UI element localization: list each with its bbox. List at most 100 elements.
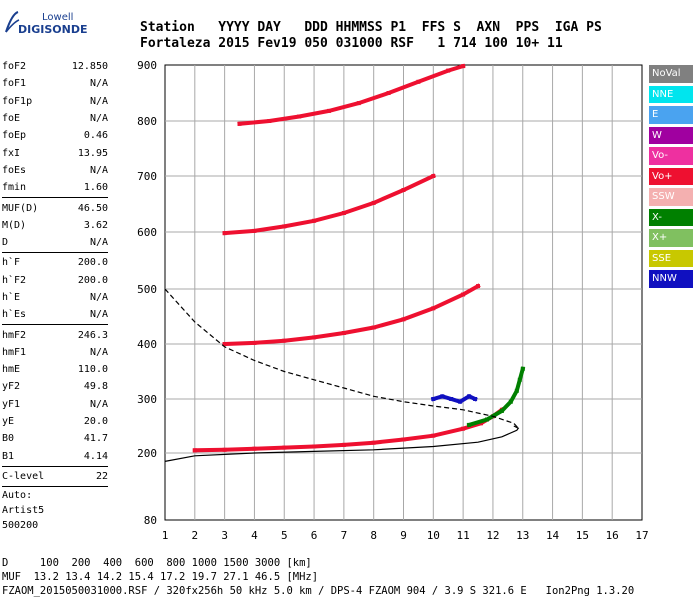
param-name: yF1 [2, 398, 21, 410]
param-row: h`F2 200.0 [2, 272, 108, 289]
footer: D 100 200 400 600 800 1000 1500 3000 [km… [2, 556, 634, 598]
param-value: N/A [89, 237, 108, 249]
auto-line3: 500200 [2, 520, 39, 532]
echo-trace [430, 394, 478, 404]
y-tick-label: 900 [137, 59, 157, 72]
param-row: MUF(D) 46.50 [2, 199, 108, 216]
param-name: yF2 [2, 381, 21, 393]
echo-point [252, 228, 257, 233]
echo-point [473, 397, 478, 401]
param-value: 0.46 [83, 130, 108, 142]
param-row: B1 4.14 [2, 448, 108, 465]
echo-trace [192, 407, 505, 453]
param-name: h`F2 [2, 274, 27, 286]
param-value: N/A [89, 346, 108, 358]
param-name: D [2, 237, 9, 249]
param-value: N/A [89, 292, 108, 303]
param-row: foEp 0.46 [2, 127, 108, 144]
param-value: 12.850 [71, 61, 108, 73]
echo-point [431, 397, 436, 401]
parameter-list: foF2 12.850 foF1 N/A foF1p N/A foE N/A foEp 0.46 f… [2, 58, 108, 533]
echo-point [431, 433, 436, 438]
legend-item: SSW [649, 188, 693, 206]
echo-trace [237, 63, 466, 126]
param-name: hmF1 [2, 346, 27, 358]
echo-point [312, 218, 317, 223]
footer-distance: D 100 200 400 600 800 1000 1500 3000 [km… [2, 557, 312, 569]
param-value: N/A [89, 164, 108, 176]
x-tick-label: 15 [576, 529, 589, 542]
x-tick-label: 1 [162, 529, 169, 542]
echo-trace [466, 366, 526, 428]
logo-line2: DIGISONDE [18, 23, 88, 36]
param-row: fmin 1.60 [2, 179, 108, 196]
echo-point [371, 440, 376, 445]
param-row: hmE 110.0 [2, 361, 108, 378]
param-value: 200.0 [77, 274, 108, 286]
echo-point [467, 394, 472, 399]
param-row: fxI 13.95 [2, 144, 108, 161]
separator [2, 324, 108, 326]
legend-item: NoVal [649, 65, 693, 83]
echo-point [252, 446, 257, 451]
echo-point [401, 317, 406, 322]
param-row: yF1 N/A [2, 396, 108, 413]
x-tick-label: 3 [221, 529, 228, 542]
auto-line2: Artist5 [2, 505, 45, 517]
logo-line1: Lowell [42, 12, 74, 23]
param-value: N/A [89, 113, 108, 125]
echo-point [431, 174, 436, 178]
param-value: 246.3 [77, 329, 108, 341]
param-name: foF2 [2, 61, 27, 73]
echo-point [517, 377, 522, 382]
echo-point [490, 414, 495, 419]
echo-point [222, 447, 227, 452]
legend-item: Vo- [649, 147, 693, 165]
profile-line [164, 288, 519, 429]
echo-point [458, 399, 463, 404]
param-name: MUF(D) [2, 202, 39, 214]
profile-line [164, 425, 520, 462]
param-value: 13.95 [77, 147, 108, 159]
x-tick-label: 5 [281, 529, 288, 542]
param-value: N/A [89, 309, 108, 321]
param-value: 110.0 [77, 364, 108, 376]
legend-item: NNW [649, 270, 693, 288]
logo: Lowell DIGISONDE [4, 10, 87, 40]
param-value: 3.62 [83, 219, 108, 231]
param-row: foF1 N/A [2, 75, 108, 92]
param-row: hmF1 N/A [2, 344, 108, 361]
x-tick-label: 13 [516, 529, 529, 542]
param-row: h`Es N/A [2, 306, 108, 323]
echo-point [446, 68, 451, 73]
echo-point [237, 121, 242, 126]
echo-point [476, 284, 480, 289]
echo-point [297, 114, 302, 119]
echo-point [479, 421, 483, 426]
echo-point [371, 200, 376, 205]
param-name: h`Es [2, 309, 27, 321]
legend-item: X+ [649, 229, 693, 247]
echo-point [440, 394, 445, 399]
x-tick-label: 11 [457, 529, 470, 542]
x-tick-label: 9 [400, 529, 407, 542]
echo-point [485, 417, 489, 422]
param-row: M(D) 3.62 [2, 217, 108, 234]
autoscaling-info: Auto: Artist5 500200 [2, 488, 108, 533]
echo-point [461, 64, 466, 69]
param-name: B1 [2, 450, 15, 462]
param-name: h`F [2, 257, 21, 269]
header-values: Fortaleza 2015 Fev19 050 031000 RSF 1 71… [140, 36, 563, 51]
y-tick-label: 300 [137, 393, 157, 406]
param-value: N/A [89, 78, 108, 90]
echo-point [282, 445, 287, 450]
echo-point [514, 388, 519, 393]
param-name: B0 [2, 433, 15, 445]
x-tick-label: 16 [606, 529, 619, 542]
param-name: foEp [2, 130, 27, 142]
y-tick-label: 600 [137, 226, 157, 239]
x-tick-label: 17 [635, 529, 648, 542]
param-value: 200.0 [77, 257, 108, 269]
param-value: 20.0 [83, 416, 108, 428]
footer-muf: MUF 13.2 13.4 14.2 15.4 17.2 19.7 27.1 4… [2, 571, 319, 583]
